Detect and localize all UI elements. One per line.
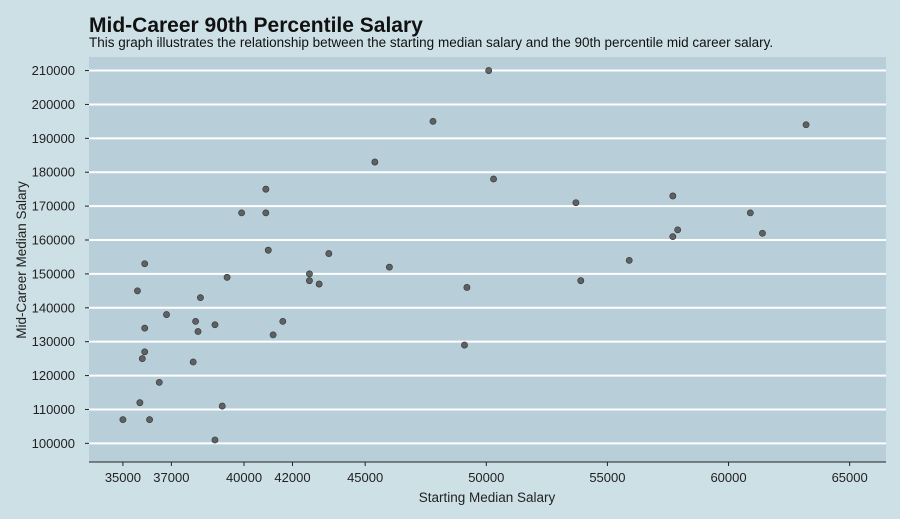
x-tick-label: 37000 xyxy=(153,470,189,485)
x-tick-label: 42000 xyxy=(274,470,310,485)
y-axis-title: Mid-Career Median Salary xyxy=(14,181,29,339)
x-tick-label: 60000 xyxy=(710,470,746,485)
x-tick-label: 35000 xyxy=(105,470,141,485)
scatter-point xyxy=(429,117,437,125)
x-tick-label: 55000 xyxy=(589,470,625,485)
scatter-point xyxy=(463,284,471,291)
scatter-point xyxy=(211,436,219,444)
scatter-point xyxy=(306,270,313,278)
scatter-point xyxy=(223,273,231,281)
scatter-point xyxy=(577,277,585,285)
scatter-point xyxy=(264,246,272,254)
chart-title: Mid-Career 90th Percentile Salary xyxy=(89,14,423,37)
y-tick-label: 150000 xyxy=(32,266,75,281)
scatter-point xyxy=(141,348,149,356)
scatter-point xyxy=(192,317,199,325)
scatter-point xyxy=(802,121,810,129)
y-tick-label: 200000 xyxy=(32,97,75,112)
scatter-point xyxy=(325,250,333,257)
scatter-point xyxy=(746,209,754,217)
y-tick-label: 160000 xyxy=(32,233,75,248)
chart-subtitle: This graph illustrates the relationship … xyxy=(89,35,774,50)
scatter-point xyxy=(138,355,146,363)
scatter-point xyxy=(136,399,144,407)
scatter-point xyxy=(211,321,219,329)
scatter-point xyxy=(134,287,141,295)
scatter-point xyxy=(141,324,149,332)
scatter-point xyxy=(238,209,246,217)
x-axis-ticks: 35000 37000 40000 42000 45000 50000 55000 60000… xyxy=(105,462,868,485)
y-tick-label: 100000 xyxy=(32,436,75,451)
scatter-point xyxy=(189,358,197,366)
scatter-point xyxy=(279,317,287,325)
x-tick-label: 40000 xyxy=(226,470,262,485)
scatter-point xyxy=(490,175,497,183)
data-points xyxy=(119,67,810,444)
y-tick-label: 130000 xyxy=(32,334,75,349)
scatter-point xyxy=(315,280,323,288)
x-tick-label: 50000 xyxy=(468,470,504,485)
scatter-point xyxy=(674,226,682,234)
gridlines xyxy=(89,69,886,445)
x-axis-title: Starting Median Salary xyxy=(419,490,556,505)
scatter-point xyxy=(163,311,170,318)
scatter-point xyxy=(141,260,149,268)
scatter-point xyxy=(155,378,163,386)
x-tick-label: 65000 xyxy=(832,470,868,485)
scatter-point xyxy=(218,402,226,410)
scatter-point xyxy=(625,256,633,264)
scatter-point xyxy=(119,416,127,424)
y-tick-label: 170000 xyxy=(32,199,75,214)
y-tick-label: 120000 xyxy=(32,368,75,383)
y-tick-label: 210000 xyxy=(32,63,75,78)
scatter-point xyxy=(262,185,270,193)
y-tick-label: 140000 xyxy=(32,300,75,315)
scatter-point xyxy=(194,328,202,335)
scatter-point xyxy=(572,199,580,207)
scatter-point xyxy=(669,192,677,200)
y-tick-label: 180000 xyxy=(32,165,75,180)
scatter-point xyxy=(269,331,277,339)
scatter-point xyxy=(759,229,766,237)
scatter-point xyxy=(485,67,493,74)
scatter-point xyxy=(306,277,313,285)
y-tick-label: 190000 xyxy=(32,131,75,146)
scatter-point xyxy=(385,263,393,271)
scatter-point xyxy=(461,341,468,349)
scatter-point xyxy=(371,158,379,166)
y-tick-label: 110000 xyxy=(33,402,75,417)
scatter-point xyxy=(669,233,677,241)
scatter-point xyxy=(197,294,204,302)
scatter-point xyxy=(262,209,270,217)
scatter-point xyxy=(146,416,153,424)
y-axis-ticks: 100000 110000 120000 130000 140000 150000 1600… xyxy=(32,63,89,451)
plot-panel xyxy=(89,57,886,462)
x-tick-label: 45000 xyxy=(347,470,383,485)
